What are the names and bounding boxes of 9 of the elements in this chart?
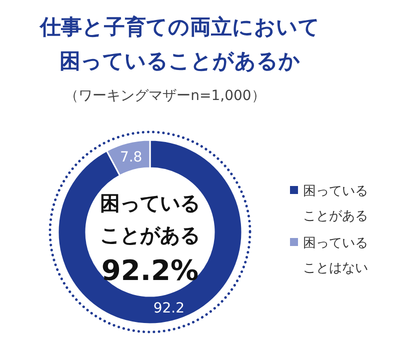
slice-label: 困っている ことがある — [100, 191, 200, 247]
text: 92.2% — [101, 254, 199, 287]
donut-slice — [57, 139, 243, 325]
legend-label: 困っていることがある — [303, 184, 368, 224]
data-label: 7.8 — [120, 149, 142, 166]
data-label: 92.2 — [153, 300, 185, 317]
legend-label: 困っていることはない — [303, 236, 368, 276]
chart-title: 仕事と子育ての両立において困っていることがあるか — [39, 15, 320, 73]
chart-subtitle: （ワーキングマザーn=1,000） — [64, 88, 266, 104]
